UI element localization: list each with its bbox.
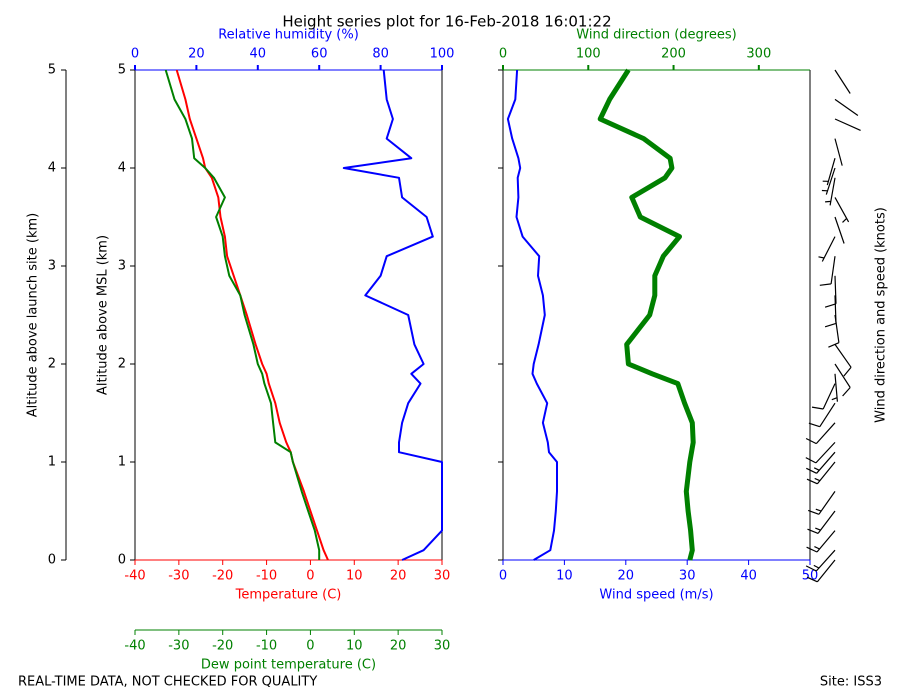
- x-axis-label: Wind direction (degrees): [576, 28, 736, 43]
- x-tick-label: -40: [124, 639, 145, 654]
- figure-title: Height series plot for 16-Feb-2018 16:01…: [282, 13, 611, 31]
- outer-y-tick-label: 5: [48, 63, 56, 78]
- profile-line: [506, 69, 558, 561]
- wind-barb: [806, 530, 836, 553]
- x-tick-label: -10: [256, 639, 277, 654]
- wind-barb: [805, 422, 836, 445]
- wind-barb: [807, 510, 836, 534]
- outer-y-tick-label: 3: [48, 259, 56, 274]
- x-tick-label: 10: [346, 639, 363, 654]
- wind-barb: [805, 441, 836, 464]
- x-tick-label: 0: [306, 569, 314, 584]
- x-tick-label: 30: [434, 569, 451, 584]
- profile-line: [164, 69, 321, 560]
- wind-barb: [806, 451, 836, 474]
- site-label: Site: ISS3: [820, 675, 882, 690]
- x-axis-label: Dew point temperature (C): [201, 658, 376, 673]
- x-tick-label: 20: [188, 47, 205, 62]
- x-tick-label: 100: [430, 47, 455, 62]
- y-tick-label: 5: [118, 63, 126, 78]
- x-tick-label: 20: [390, 569, 407, 584]
- wind-barb: [824, 295, 837, 328]
- x-tick-label: -20: [212, 639, 233, 654]
- wind-barb: [806, 559, 836, 583]
- profile-line: [597, 68, 696, 561]
- y-tick-label: 3: [118, 259, 126, 274]
- wind-barb: [819, 256, 836, 286]
- x-tick-label: 10: [556, 569, 573, 584]
- x-tick-label: 300: [746, 47, 771, 62]
- wind-barb: [822, 158, 836, 186]
- x-tick-label: 30: [434, 639, 451, 654]
- x-axis-label: Relative humidity (%): [218, 28, 359, 43]
- outer-y-tick-label: 1: [48, 455, 56, 470]
- wind-barb: [834, 216, 845, 244]
- x-tick-label: 0: [131, 47, 139, 62]
- x-tick-label: 0: [499, 47, 507, 62]
- x-tick-label: 10: [346, 569, 363, 584]
- x-tick-label: 100: [576, 47, 601, 62]
- y-tick-label: 0: [118, 553, 126, 568]
- x-tick-label: 30: [679, 569, 696, 584]
- x-tick-label: 40: [250, 47, 267, 62]
- wind-barb: [834, 138, 843, 166]
- y-tick-label: 2: [118, 357, 126, 372]
- x-tick-label: 60: [311, 47, 328, 62]
- x-tick-label: 0: [499, 569, 507, 584]
- x-tick-label: -30: [168, 569, 189, 584]
- wind-barb: [806, 461, 836, 485]
- x-tick-label: 20: [390, 639, 407, 654]
- x-tick-label: 20: [618, 569, 635, 584]
- quality-note: REAL-TIME DATA, NOT CHECKED FOR QUALITY: [18, 675, 317, 690]
- wind-barb: [831, 373, 838, 402]
- right-y-label: Wind direction and speed (knots): [874, 207, 889, 423]
- x-tick-label: 200: [661, 47, 686, 62]
- wind-barb: [808, 402, 836, 428]
- x-tick-label: -40: [124, 569, 145, 584]
- x-tick-label: -20: [212, 569, 233, 584]
- x-tick-label: -30: [168, 639, 189, 654]
- x-tick-label: 0: [306, 639, 314, 654]
- x-tick-label: 80: [372, 47, 389, 62]
- wind-barb: [825, 177, 836, 206]
- wind-barb: [834, 118, 861, 131]
- wind-barb: [824, 275, 837, 308]
- y-label: Altitude above MSL (km): [96, 235, 111, 395]
- wind-barb: [834, 69, 851, 94]
- x-tick-label: -10: [256, 569, 277, 584]
- profile-line: [175, 69, 329, 561]
- wind-barb: [821, 167, 836, 195]
- outer-y-tick-label: 0: [48, 553, 56, 568]
- wind-barb: [834, 363, 851, 397]
- wind-barb: [834, 344, 852, 377]
- x-tick-label: 40: [740, 569, 757, 584]
- outer-y-tick-label: 4: [48, 161, 56, 176]
- y-tick-label: 1: [118, 455, 126, 470]
- x-axis-label: Temperature (C): [235, 588, 342, 603]
- x-axis-label: Wind speed (m/s): [599, 588, 713, 603]
- wind-barb: [834, 197, 850, 223]
- outer-y-tick-label: 2: [48, 357, 56, 372]
- y-tick-label: 4: [118, 161, 126, 176]
- wind-barb: [807, 491, 836, 515]
- profile-line: [342, 69, 443, 561]
- wind-barb: [828, 314, 840, 348]
- wind-barb: [811, 383, 836, 410]
- wind-barb: [834, 98, 859, 116]
- outer-y-label: Altitude above launch site (km): [26, 213, 41, 417]
- wind-barb: [805, 549, 836, 572]
- wind-barb: [818, 236, 836, 262]
